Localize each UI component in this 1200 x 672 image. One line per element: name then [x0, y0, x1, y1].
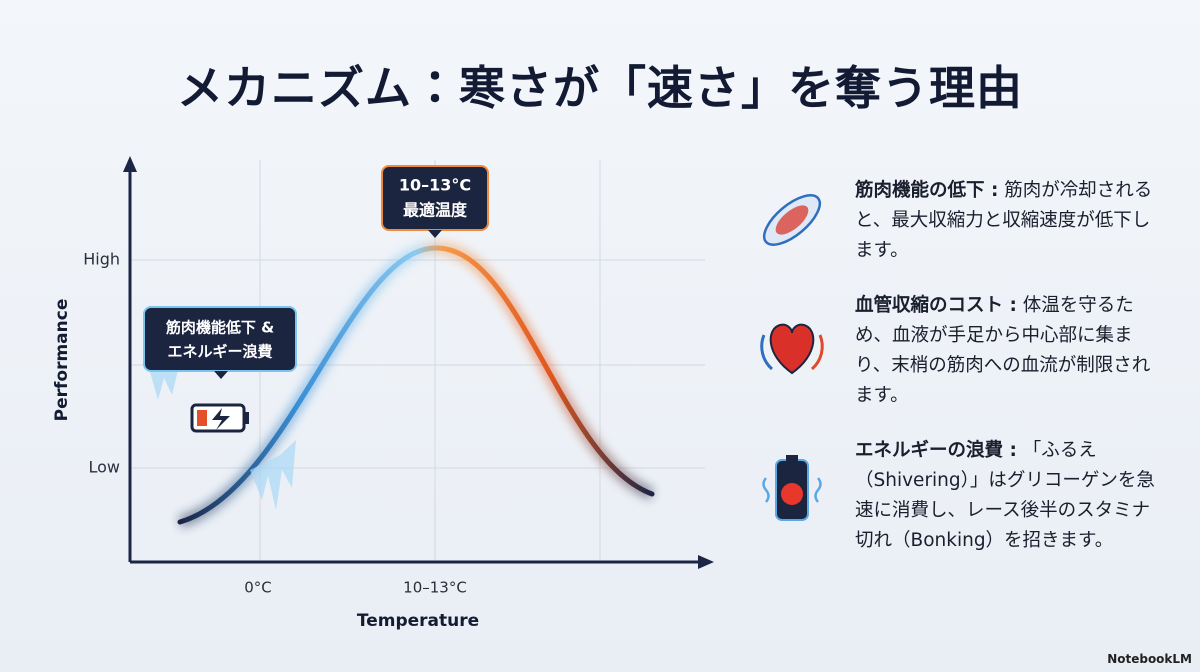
performance-curve — [177, 245, 655, 525]
cold-callout: 筋肉機能低下 & — [165, 319, 274, 337]
axes — [123, 156, 714, 569]
battery-heat-icon — [762, 455, 822, 521]
x-label: 10–13°C — [403, 579, 467, 597]
peak-callout: 10–13°C — [399, 176, 471, 195]
x-label: 0°C — [244, 579, 272, 597]
x-axis-title: Temperature — [357, 611, 479, 631]
ice — [150, 370, 296, 510]
title: メカニズム：寒さが「速さ」を奪う理由 — [177, 61, 1023, 115]
item: エネルギーの浪費 : 「ふるえ（Shivering）」はグリコーゲンを急速に消費… — [855, 436, 1155, 556]
item-text: 「ふるえ（Shivering）」はグリコーゲンを急速に消費し、レース後半のスタミ… — [855, 440, 1155, 551]
item-text: 体温を守るため、血液が手足から中心部に集まり、末梢の筋肉への血流が制限されます。 — [855, 295, 1151, 406]
item-text: 筋肉が冷却されると、最大収縮力と収縮速度が低下します。 — [855, 180, 1153, 261]
y-label: Low — [88, 458, 120, 477]
callout-pointer — [428, 230, 442, 238]
chart: High Low 0°C 10–13°C Temperature Perform… — [52, 156, 714, 631]
item: 筋肉機能の低下 : 筋肉が冷却されると、最大収縮力と収縮速度が低下します。 — [855, 176, 1155, 266]
heart-icon — [760, 323, 824, 375]
muscle-icon — [762, 194, 822, 246]
item-heading: エネルギーの浪費 : — [855, 440, 1017, 461]
battery-icon — [190, 403, 249, 433]
y-axis-title: Performance — [52, 299, 72, 422]
curve-glow — [178, 241, 655, 528]
item-heading: 筋肉機能の低下 : — [855, 180, 999, 201]
y-label: High — [83, 250, 120, 269]
footer: NotebookLM — [1107, 652, 1192, 666]
peak-callout: 最適温度 — [403, 201, 468, 220]
callout-pointer — [214, 371, 228, 379]
cold-callout-box — [143, 306, 297, 372]
cold-callout: エネルギー浪費 — [167, 343, 272, 361]
item-heading: 血管収縮のコスト : — [855, 295, 1017, 316]
item: 血管収縮のコスト : 体温を守るため、血液が手足から中心部に集まり、末梢の筋肉へ… — [855, 291, 1155, 411]
